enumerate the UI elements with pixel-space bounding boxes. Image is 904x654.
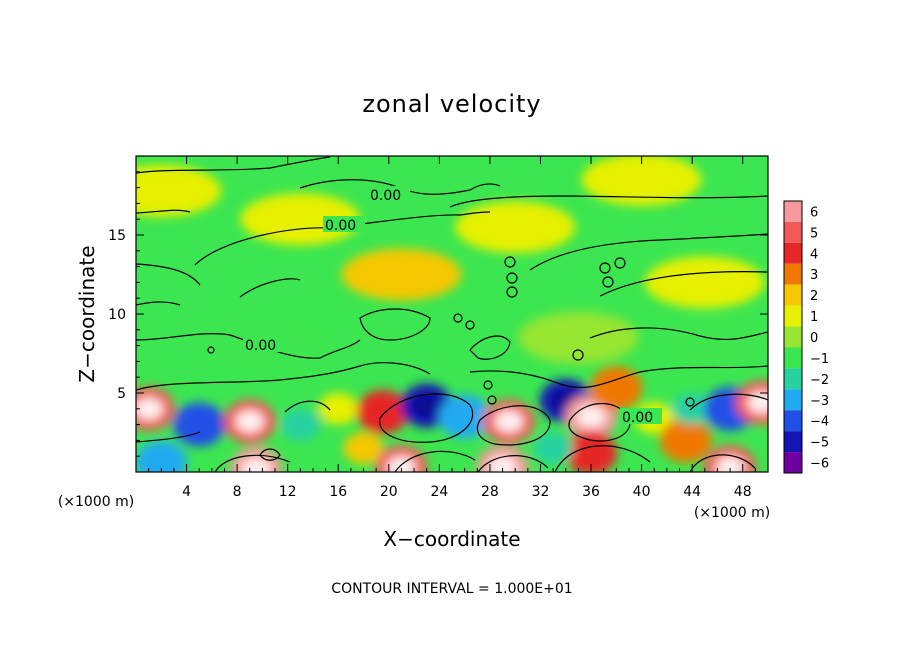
field-core xyxy=(488,456,517,472)
field-blob xyxy=(280,408,321,441)
colorbar-label: 6 xyxy=(810,205,818,220)
field-blob xyxy=(318,392,359,425)
colorbar-swatch xyxy=(784,368,802,390)
field-blob xyxy=(136,164,222,217)
colorbar-swatch xyxy=(784,452,802,473)
x-tick-label: 48 xyxy=(734,484,752,500)
y-tick-label: 10 xyxy=(108,307,126,323)
x-tick-label: 36 xyxy=(582,484,600,500)
colorbar-swatch xyxy=(784,431,802,453)
field-blob xyxy=(173,402,226,447)
field-core xyxy=(235,410,265,433)
colorbar: 6 5 4 3 2 1 0 −1 −2 −3 −4 −5 −6 xyxy=(783,200,829,474)
field-core xyxy=(576,405,606,428)
colorbar-label: 5 xyxy=(810,226,818,241)
colorbar-swatch xyxy=(784,284,802,306)
colorbar-label: 3 xyxy=(810,268,818,283)
field-blob xyxy=(659,418,712,463)
x-tick-label: 44 xyxy=(683,484,701,500)
field-core xyxy=(494,410,524,433)
x-tick-label: 40 xyxy=(633,484,651,500)
chart-title: zonal velocity xyxy=(362,90,541,118)
colorbar-swatch xyxy=(784,263,802,285)
x-tick-label: 4 xyxy=(182,484,191,500)
contour-label: 0.00 xyxy=(325,218,356,234)
field-blob xyxy=(581,156,702,206)
field-core xyxy=(136,397,163,420)
y-tick-label: 15 xyxy=(108,228,126,244)
colorbar-swatch xyxy=(784,201,802,222)
colorbar-label: 1 xyxy=(810,310,818,325)
colorbar-label: −5 xyxy=(810,436,829,451)
colorbar-frame xyxy=(783,200,803,474)
field-blob xyxy=(657,319,768,372)
contour-label: 0.00 xyxy=(622,410,653,426)
x-tick-label: 24 xyxy=(430,484,448,500)
field-blob xyxy=(455,201,576,254)
field-blob xyxy=(343,432,384,465)
zero-contour-lines xyxy=(136,156,768,472)
field-core xyxy=(747,391,768,414)
y-tick-label: 5 xyxy=(117,386,126,402)
field-blob xyxy=(644,256,765,309)
colorbar-label: 2 xyxy=(810,289,818,304)
colorbar-swatch xyxy=(784,389,802,411)
colorbar-label: −2 xyxy=(810,373,829,388)
colorbar-label: 4 xyxy=(810,247,818,262)
contour-interval-note: CONTOUR INTERVAL = 1.000E+01 xyxy=(331,581,572,597)
x-tick-label: 16 xyxy=(329,484,347,500)
colorbar-label: 0 xyxy=(810,331,818,346)
contour-labels: 0.00 0.00 0.00 0.00 xyxy=(243,186,662,426)
colorbar-label: −6 xyxy=(810,457,829,472)
axis-ticks xyxy=(136,156,768,472)
field-blob xyxy=(590,366,643,411)
colorbar-swatch xyxy=(784,347,802,369)
field-blob xyxy=(533,432,574,465)
field-blob xyxy=(356,389,409,434)
field-core xyxy=(715,456,745,472)
colorbar-swatch xyxy=(784,305,802,327)
x-tick-label: 32 xyxy=(532,484,550,500)
field-core xyxy=(241,457,271,472)
x-axis-title: X−coordinate xyxy=(383,527,520,551)
colorbar-swatch xyxy=(784,410,802,432)
x-unit-label-left: (×1000 m) xyxy=(58,494,134,510)
field-core xyxy=(387,456,416,472)
field-blob xyxy=(341,248,462,301)
colorbar-label: −3 xyxy=(810,394,829,409)
colorbar-swatch xyxy=(784,242,802,264)
field-blob xyxy=(240,193,361,246)
x-tick-label: 28 xyxy=(481,484,499,500)
field-blob xyxy=(136,440,188,472)
colorbar-label: −1 xyxy=(810,352,829,367)
colorbar-swatch xyxy=(784,326,802,348)
contour-label: 0.00 xyxy=(245,338,276,354)
contour-label: 0.00 xyxy=(370,188,401,204)
colorbar-swatch xyxy=(784,221,802,243)
field-core xyxy=(412,394,442,417)
x-unit-label-right: (×1000 m) xyxy=(694,505,770,521)
x-tick-label: 12 xyxy=(279,484,297,500)
field-blob xyxy=(518,311,639,364)
y-axis-title: Z−coordinate xyxy=(75,245,99,382)
x-tick-label: 8 xyxy=(233,484,242,500)
colorbar-label: −4 xyxy=(810,415,829,430)
x-tick-label: 20 xyxy=(380,484,398,500)
